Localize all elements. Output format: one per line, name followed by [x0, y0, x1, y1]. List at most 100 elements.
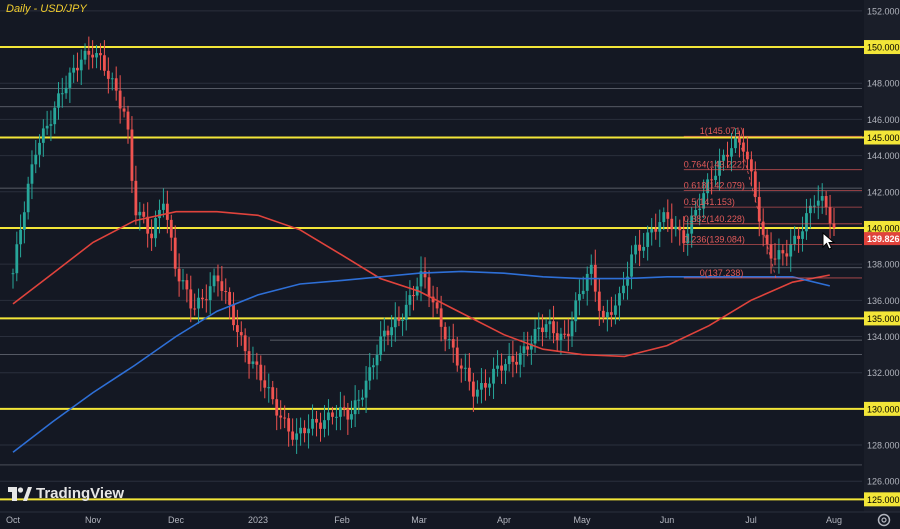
candle-body: [130, 129, 134, 181]
candle-body: [544, 324, 548, 333]
candle-body: [72, 67, 76, 73]
candle-body: [87, 50, 91, 55]
candle-body: [522, 346, 526, 354]
candle-body: [537, 327, 541, 330]
candle-body: [789, 244, 793, 257]
candle-body: [26, 183, 30, 213]
tradingview-logo: TradingView: [8, 485, 124, 502]
candle-body: [726, 154, 729, 157]
candle-body: [327, 412, 330, 421]
candle-body: [34, 154, 38, 165]
candle-body: [99, 53, 102, 56]
candle-body: [30, 164, 34, 184]
candle-body: [773, 258, 777, 260]
candle-body: [597, 291, 601, 311]
price-tick-label: 128.000: [867, 441, 900, 451]
candle-body: [642, 246, 646, 251]
candle-body: [201, 297, 204, 300]
candle-body: [650, 228, 654, 233]
candle-body: [710, 179, 713, 181]
candle-body: [566, 333, 570, 337]
candle-body: [220, 281, 224, 292]
price-tick-label: 130.000: [867, 404, 900, 414]
candle-body: [53, 107, 57, 125]
candle-body: [529, 343, 533, 350]
candle-body: [722, 154, 725, 161]
candle-body: [555, 333, 559, 341]
candle-body: [68, 72, 72, 88]
candle-body: [212, 275, 216, 287]
candle-body: [443, 326, 447, 340]
candle-body: [279, 415, 283, 418]
candle-body: [311, 418, 314, 429]
price-tick-label: 148.000: [867, 79, 900, 89]
candle-body: [574, 300, 578, 322]
candle-body: [500, 365, 503, 371]
cursor-arrow-icon: [822, 232, 836, 250]
candle-body: [686, 233, 690, 244]
moving-average-fast: [12, 210, 830, 358]
candle-body: [749, 159, 753, 172]
moving-average-slow: [12, 270, 830, 453]
candle-body: [515, 361, 518, 365]
candle-body: [412, 295, 415, 297]
candle-body: [812, 205, 816, 207]
candle-body: [423, 271, 427, 278]
candle-body: [45, 125, 49, 129]
candle-body: [224, 291, 228, 293]
candle-body: [496, 365, 499, 369]
price-tick-label: 134.000: [867, 332, 900, 342]
candle-body: [299, 427, 302, 434]
candle-body: [734, 138, 737, 149]
candle-body: [511, 356, 515, 362]
candle-body: [541, 327, 544, 333]
candle-body: [781, 250, 785, 254]
candle-body: [702, 193, 706, 209]
candle-body: [295, 433, 299, 440]
candle-body: [275, 399, 279, 416]
settings-gear-icon[interactable]: [876, 512, 892, 528]
candle-body: [95, 53, 98, 58]
candle-body: [654, 228, 658, 232]
candle-body: [824, 196, 828, 208]
candle-body: [158, 209, 161, 219]
candle-body: [57, 93, 60, 108]
candle-body: [154, 218, 157, 239]
price-tick-label: 138.000: [867, 260, 900, 270]
candle-body: [287, 418, 291, 432]
price-tick-label: 146.000: [867, 115, 900, 125]
candle-body: [614, 305, 617, 315]
time-tick-label: Aug: [826, 515, 842, 525]
time-tick-label: Dec: [168, 515, 185, 525]
candle-body: [169, 219, 173, 238]
candle-body: [118, 90, 122, 109]
price-tick-label: 136.000: [867, 296, 900, 306]
brand-name: TradingView: [36, 485, 125, 502]
candle-body: [162, 203, 165, 210]
candle-body: [375, 355, 379, 366]
candle-body: [785, 253, 789, 257]
candle-body: [694, 210, 698, 216]
candle-body: [350, 414, 353, 420]
candle-body: [232, 304, 235, 326]
candle-body: [757, 196, 761, 222]
candle-body: [197, 297, 200, 309]
level-price-tag: [864, 40, 900, 55]
candle-body: [60, 93, 64, 95]
candle-body: [463, 367, 467, 369]
candle-body: [610, 312, 613, 315]
candle-body: [581, 290, 585, 295]
candle-body: [698, 208, 702, 211]
level-price-tag: [864, 220, 900, 235]
candle-body: [718, 160, 721, 176]
candle-body: [126, 111, 130, 130]
time-tick-label: May: [573, 515, 591, 525]
fib-trend-line: [738, 136, 777, 279]
candle-body: [15, 244, 19, 274]
candle-body: [371, 365, 375, 368]
candle-body: [189, 289, 193, 309]
price-tick-label: 150.000: [867, 43, 900, 53]
level-price-tag: [864, 130, 900, 145]
candle-body: [507, 356, 511, 365]
